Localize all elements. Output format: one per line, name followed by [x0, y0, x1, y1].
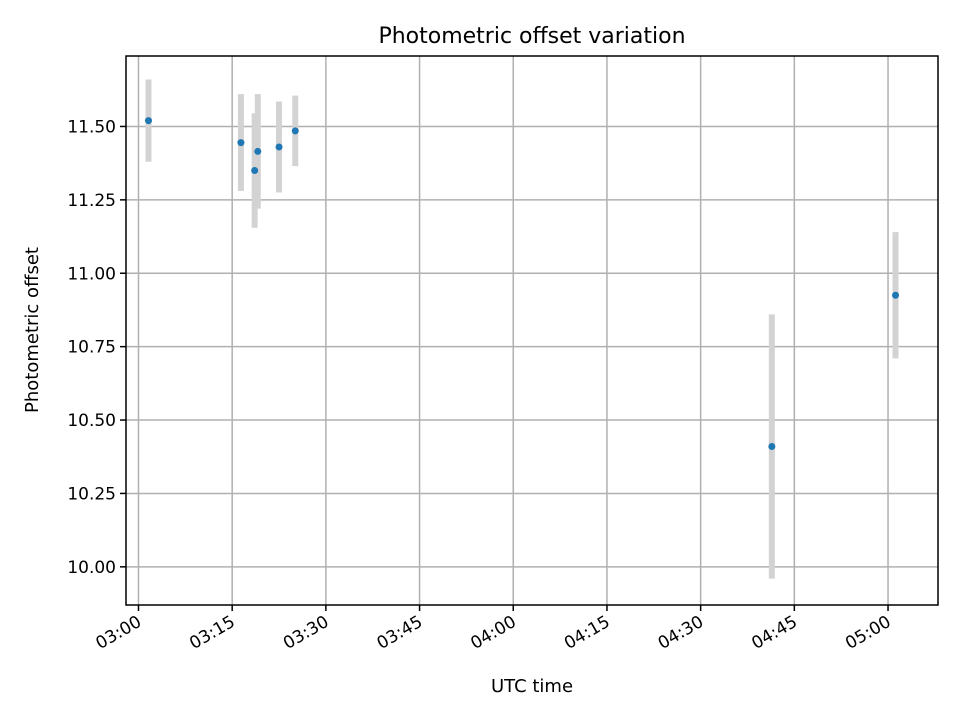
x-tick-label: 03:45	[374, 612, 426, 654]
y-tick-label: 10.50	[67, 411, 116, 431]
data-points	[144, 117, 900, 450]
x-tick-label: 04:45	[748, 612, 800, 654]
plot-frame	[125, 55, 939, 606]
x-tick-label: 03:30	[280, 612, 332, 654]
x-tick-label: 04:15	[561, 612, 613, 654]
data-point	[275, 143, 283, 151]
y-tick-label: 10.75	[67, 338, 116, 358]
x-axis-label: UTC time	[491, 676, 573, 697]
data-point	[291, 127, 299, 135]
x-tick-label: 03:15	[186, 612, 238, 654]
grid-lines	[126, 56, 938, 605]
y-tick-label: 11.50	[67, 117, 116, 137]
x-tick-label: 04:00	[467, 612, 519, 654]
data-point	[892, 291, 900, 299]
y-axis-ticks: 10.00 10.25 10.50 10.75 11.00 11.25 11.50	[67, 117, 126, 578]
error-bars	[145, 79, 899, 579]
y-axis-label: Photometric offset	[22, 247, 43, 413]
x-tick-label: 05:00	[842, 612, 894, 654]
y-tick-label: 10.00	[67, 558, 116, 578]
x-axis-ticks: 03:00 03:15 03:30 03:45 04:00 04:15 04:30 04:45…	[93, 605, 895, 654]
data-point	[254, 147, 262, 155]
data-point	[237, 139, 245, 147]
y-tick-label: 11.00	[67, 264, 116, 284]
y-tick-label: 11.25	[67, 191, 116, 211]
data-point	[251, 166, 259, 174]
x-tick-label: 04:30	[655, 612, 707, 654]
chart-title: Photometric offset variation	[378, 24, 685, 49]
data-point	[144, 117, 152, 125]
y-tick-label: 10.25	[67, 484, 116, 504]
data-point	[768, 442, 776, 450]
x-tick-label: 03:00	[93, 612, 145, 654]
